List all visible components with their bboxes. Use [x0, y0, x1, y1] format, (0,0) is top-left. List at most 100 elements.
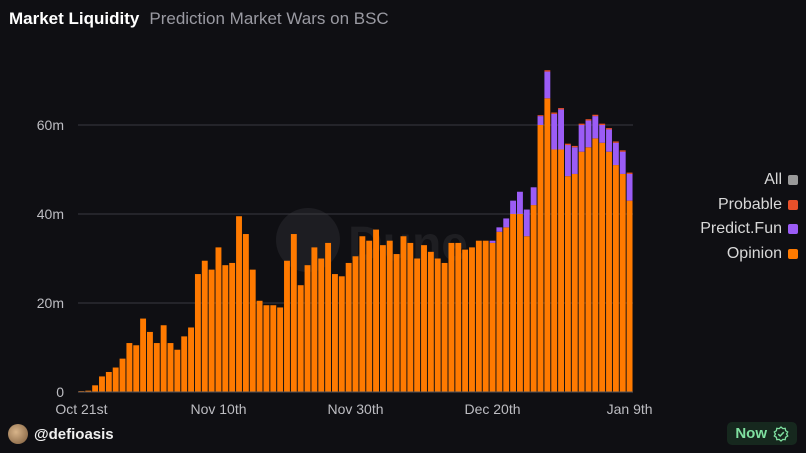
bar-opinion[interactable]	[229, 262, 236, 392]
bar-opinion[interactable]	[249, 269, 256, 393]
bar-probable[interactable]	[612, 141, 619, 143]
bar-opinion[interactable]	[188, 327, 194, 392]
legend-item-opinion[interactable]: Opinion	[700, 242, 798, 267]
bar-opinion[interactable]	[325, 242, 332, 392]
bar-opinion[interactable]	[119, 358, 126, 393]
bar-opinion[interactable]	[352, 256, 359, 392]
bar-probable[interactable]	[564, 143, 571, 146]
bar-opinion[interactable]	[105, 371, 112, 392]
bar-opinion[interactable]	[290, 234, 297, 392]
bar-opinion[interactable]	[599, 142, 606, 392]
bar-opinion[interactable]	[373, 229, 379, 392]
bar-predict-fun[interactable]	[496, 227, 503, 232]
bar-opinion[interactable]	[482, 240, 489, 392]
bar-opinion[interactable]	[407, 242, 414, 392]
bar-opinion[interactable]	[393, 254, 400, 392]
bar-opinion[interactable]	[222, 265, 229, 392]
bar-opinion[interactable]	[270, 305, 277, 392]
bar-opinion[interactable]	[208, 269, 215, 393]
bar-predict-fun[interactable]	[510, 200, 517, 214]
bar-opinion[interactable]	[194, 274, 201, 392]
bar-opinion[interactable]	[359, 236, 366, 392]
bar-predict-fun[interactable]	[599, 125, 606, 143]
bar-opinion[interactable]	[475, 240, 482, 392]
bar-opinion[interactable]	[523, 236, 530, 392]
bar-predict-fun[interactable]	[544, 71, 551, 99]
bar-opinion[interactable]	[530, 205, 537, 392]
bar-opinion[interactable]	[174, 349, 181, 392]
bar-opinion[interactable]	[469, 247, 475, 393]
bar-opinion[interactable]	[153, 343, 160, 392]
bar-opinion[interactable]	[585, 147, 592, 392]
bar-opinion[interactable]	[517, 214, 523, 392]
bar-predict-fun[interactable]	[592, 116, 599, 139]
bar-probable[interactable]	[551, 112, 558, 114]
bar-opinion[interactable]	[448, 242, 455, 392]
bar-predict-fun[interactable]	[571, 147, 578, 174]
bar-probable[interactable]	[599, 123, 606, 125]
bar-opinion[interactable]	[386, 240, 393, 392]
bar-opinion[interactable]	[510, 214, 517, 392]
bar-opinion[interactable]	[400, 236, 407, 392]
bar-opinion[interactable]	[592, 138, 599, 392]
bar-predict-fun[interactable]	[523, 209, 530, 237]
bar-opinion[interactable]	[304, 265, 311, 392]
bar-predict-fun[interactable]	[619, 151, 626, 174]
bar-opinion[interactable]	[414, 258, 421, 393]
bar-opinion[interactable]	[551, 149, 558, 392]
bar-opinion[interactable]	[612, 165, 619, 392]
bar-opinion[interactable]	[236, 216, 242, 392]
bar-probable[interactable]	[544, 70, 551, 72]
legend-item-probable[interactable]: Probable	[700, 193, 798, 218]
legend-item-all[interactable]: All	[700, 168, 798, 193]
bar-opinion[interactable]	[564, 176, 571, 392]
bar-probable[interactable]	[592, 114, 599, 117]
bar-opinion[interactable]	[297, 285, 304, 392]
bar-probable[interactable]	[571, 145, 578, 148]
bar-opinion[interactable]	[537, 125, 544, 392]
bar-opinion[interactable]	[489, 242, 496, 392]
bar-opinion[interactable]	[496, 231, 503, 392]
bar-predict-fun[interactable]	[612, 142, 619, 166]
bar-opinion[interactable]	[434, 258, 441, 393]
bar-opinion[interactable]	[277, 307, 284, 392]
bar-opinion[interactable]	[215, 247, 222, 393]
bar-probable[interactable]	[585, 119, 592, 121]
bar-opinion[interactable]	[92, 385, 99, 392]
bar-probable[interactable]	[619, 150, 626, 152]
bar-opinion[interactable]	[338, 276, 345, 392]
bar-opinion[interactable]	[503, 227, 510, 392]
bar-opinion[interactable]	[181, 336, 188, 393]
bar-opinion[interactable]	[606, 151, 612, 392]
bar-opinion[interactable]	[167, 343, 174, 392]
bar-opinion[interactable]	[160, 325, 167, 392]
bar-predict-fun[interactable]	[558, 109, 564, 150]
bar-opinion[interactable]	[318, 258, 325, 393]
bar-opinion[interactable]	[427, 251, 434, 392]
bar-opinion[interactable]	[544, 98, 551, 393]
bar-opinion[interactable]	[85, 390, 92, 392]
bar-opinion[interactable]	[441, 262, 448, 392]
bar-opinion[interactable]	[147, 331, 153, 392]
bar-opinion[interactable]	[379, 245, 386, 392]
bar-probable[interactable]	[578, 123, 585, 125]
bar-probable[interactable]	[606, 128, 612, 130]
bar-predict-fun[interactable]	[530, 187, 537, 206]
bar-probable[interactable]	[537, 115, 544, 117]
bar-opinion[interactable]	[126, 343, 133, 392]
bar-opinion[interactable]	[626, 200, 633, 392]
bar-predict-fun[interactable]	[564, 145, 571, 177]
bar-opinion[interactable]	[558, 149, 564, 392]
bar-predict-fun[interactable]	[517, 191, 523, 214]
bar-opinion[interactable]	[242, 234, 249, 392]
bar-opinion[interactable]	[112, 367, 119, 392]
refresh-status-badge[interactable]: Now	[727, 422, 797, 445]
bar-predict-fun[interactable]	[551, 113, 558, 150]
bar-predict-fun[interactable]	[585, 120, 592, 148]
bar-opinion[interactable]	[462, 249, 469, 392]
bar-opinion[interactable]	[284, 260, 290, 392]
bar-probable[interactable]	[626, 172, 633, 174]
bar-opinion[interactable]	[140, 318, 147, 392]
bar-opinion[interactable]	[455, 242, 462, 392]
bar-opinion[interactable]	[571, 173, 578, 392]
